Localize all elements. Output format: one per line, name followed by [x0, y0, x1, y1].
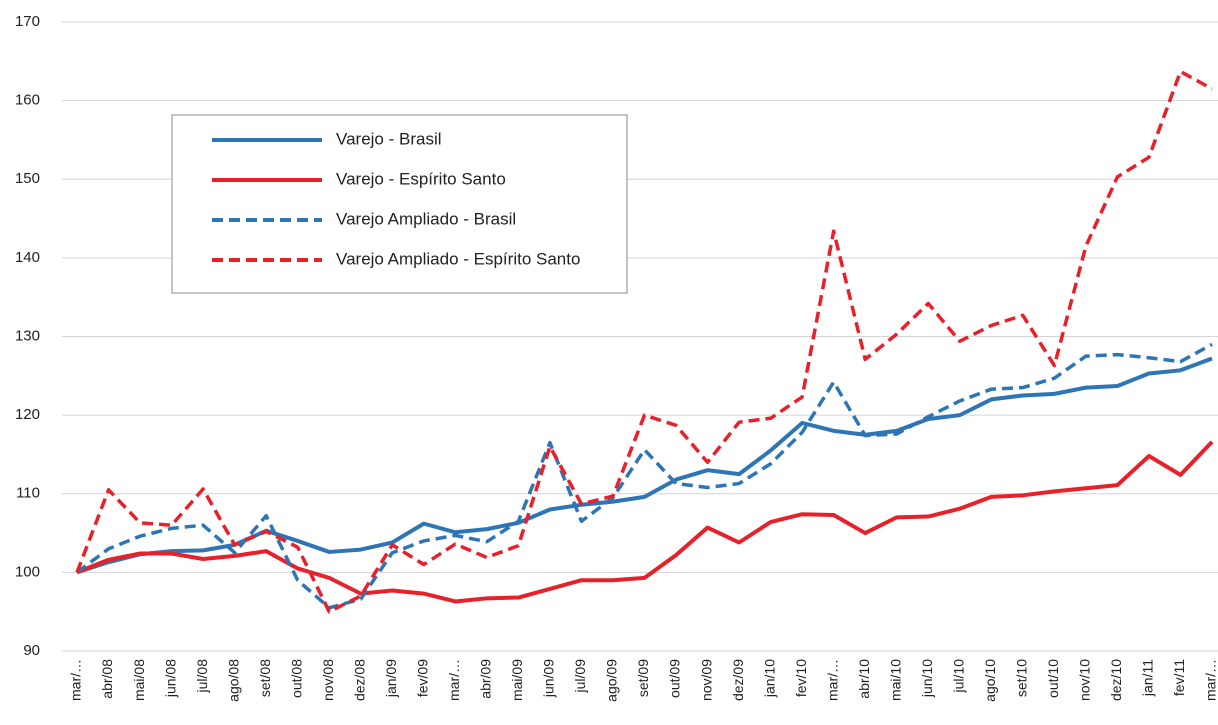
x-tick-label: set/08 [257, 659, 273, 697]
x-tick-label: jul/08 [194, 659, 210, 694]
x-tick-label: mar/… [68, 659, 84, 701]
line [76, 440, 1214, 604]
x-tick-label: mar/… [1203, 659, 1218, 701]
x-tick-label: mai/10 [887, 659, 903, 701]
x-tick-label: mai/09 [509, 659, 525, 701]
y-tick-label: 100 [15, 563, 40, 580]
y-tick-label: 130 [15, 327, 40, 344]
x-tick-label: abr/09 [478, 659, 494, 699]
x-tick-label: mar/… [824, 659, 840, 701]
legend-box [171, 114, 628, 294]
x-tick-label: jan/11 [1140, 659, 1156, 697]
x-tick-label: set/10 [1014, 659, 1030, 697]
y-tick-label: 110 [16, 485, 40, 502]
y-tick-label: 140 [15, 249, 40, 266]
x-tick-label: mai/08 [131, 659, 147, 701]
x-tick-label: mar/… [446, 659, 462, 701]
legend-label: Varejo - Brasil [336, 129, 442, 148]
x-tick-label: fev/10 [793, 659, 809, 697]
x-tick-label: dez/10 [1108, 659, 1124, 701]
legend-label: Varejo Ampliado - Brasil [336, 209, 516, 228]
y-tick-label: 90 [23, 642, 40, 659]
x-tick-label: out/09 [667, 659, 683, 698]
x-tick-label: jul/09 [572, 659, 588, 694]
legend-label: Varejo Ampliado - Espírito Santo [336, 249, 580, 268]
y-tick-label: 150 [15, 170, 40, 187]
x-tick-label: jan/09 [383, 659, 399, 698]
y-tick-label: 160 [15, 92, 40, 109]
legend: Varejo - Brasil Varejo - Espírito Santo Va… [171, 114, 628, 294]
x-tick-label: set/09 [635, 659, 651, 697]
x-tick-label: ago/09 [604, 659, 620, 702]
x-tick-label: abr/10 [856, 659, 872, 699]
x-tick-label: nov/10 [1077, 659, 1093, 701]
x-tick-label: fev/09 [415, 659, 431, 697]
x-tick-label: jul/10 [950, 659, 966, 694]
y-tick-label: 170 [15, 13, 40, 30]
x-tick-label: out/08 [288, 659, 304, 698]
x-tick-label: nov/08 [320, 659, 336, 701]
line [75, 69, 1213, 614]
x-tick-label: jun/08 [162, 659, 178, 698]
x-tick-label: fev/11 [1171, 659, 1187, 696]
x-tick-label: ago/10 [982, 659, 998, 702]
x-tick-label: ago/08 [225, 659, 241, 702]
x-tick-label: abr/08 [99, 659, 115, 699]
x-tick-label: dez/08 [351, 659, 367, 701]
y-tick-label: 120 [15, 406, 40, 423]
x-tick-label: nov/09 [698, 659, 714, 701]
x-tick-label: out/10 [1045, 659, 1061, 698]
legend-label: Varejo - Espírito Santo [336, 169, 506, 188]
x-tick-label: dez/09 [730, 659, 746, 701]
x-tick-label: jun/10 [919, 659, 935, 698]
x-tick-label: jun/09 [541, 659, 557, 698]
x-tick-label: jan/10 [761, 659, 777, 698]
line [75, 342, 1213, 610]
